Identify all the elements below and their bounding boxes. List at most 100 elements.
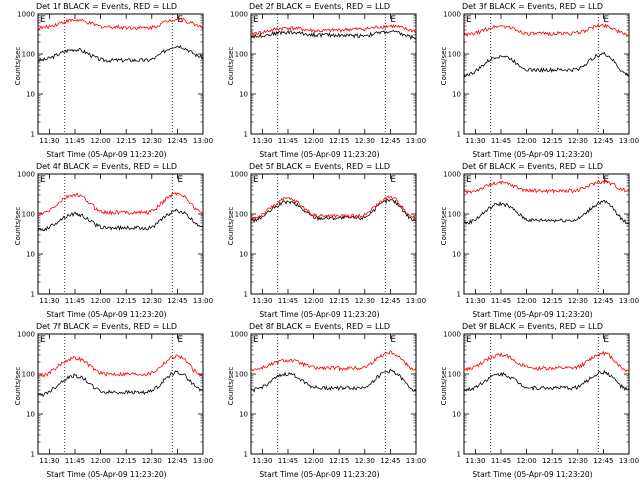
- plot-frame: [37, 173, 204, 295]
- x-tick-label: 12:45: [167, 137, 187, 145]
- event-marker-label: E: [177, 335, 183, 345]
- plot-frame: [463, 13, 630, 135]
- x-tick-label: 12:00: [90, 297, 110, 305]
- event-marker-label: E: [253, 15, 259, 25]
- x-tick-label: 12:45: [380, 297, 400, 305]
- x-tick-label: 12:45: [593, 297, 613, 305]
- x-tick-label: 12:30: [568, 457, 588, 465]
- plot-frame: [250, 173, 417, 295]
- x-axis-label: Start Time (05-Apr-09 11:23:20): [259, 470, 380, 479]
- x-tick-label: 12:00: [516, 457, 536, 465]
- x-tick-label: 13:00: [193, 137, 213, 145]
- plot-svg: 1 10 100 1000 11:30 11:45 12:00 12:15 12:30 12:45…: [17, 331, 213, 466]
- event-marker-label: E: [390, 175, 396, 185]
- y-tick-label: 1: [457, 291, 461, 299]
- x-tick-label: 13:00: [406, 297, 426, 305]
- detector-panel-4: Det 4f BLACK = Events, RED = LLD Counts/s…: [0, 160, 213, 320]
- plot-svg: 1 10 100 1000 11:30 11:45 12:00 12:15 12:30 12:45…: [17, 11, 213, 146]
- lld-series-line: [250, 350, 417, 372]
- plot-frame: [37, 333, 204, 455]
- events-series-line: [250, 198, 417, 224]
- x-tick-label: 12:45: [167, 297, 187, 305]
- events-series-line: [250, 368, 417, 393]
- panel-title: Det 3f BLACK = Events, RED = LLD: [461, 2, 604, 11]
- x-tick-label: 12:30: [142, 297, 162, 305]
- detector-panel-3: Det 3f BLACK = Events, RED = LLD Counts/s…: [426, 0, 639, 160]
- event-marker-label: E: [253, 335, 259, 345]
- x-axis-label: Start Time (05-Apr-09 11:23:20): [259, 310, 380, 319]
- y-tick-label: 1000: [443, 331, 461, 339]
- y-tick-label: 100: [22, 51, 35, 59]
- detector-panel-7: Det 7f BLACK = Events, RED = LLD Counts/s…: [0, 320, 213, 480]
- y-tick-label: 1000: [230, 171, 248, 179]
- lld-series-line: [463, 179, 630, 195]
- x-tick-label: 11:45: [278, 457, 298, 465]
- plot-frame: [250, 333, 417, 455]
- x-tick-label: 12:45: [593, 137, 613, 145]
- x-tick-label: 12:00: [516, 297, 536, 305]
- x-tick-label: 11:30: [252, 297, 272, 305]
- y-tick-label: 10: [452, 91, 461, 99]
- lld-series-line: [250, 195, 417, 221]
- y-tick-label: 1: [244, 451, 248, 459]
- x-tick-label: 13:00: [619, 137, 639, 145]
- x-axis-label: Start Time (05-Apr-09 11:23:20): [472, 150, 593, 159]
- x-tick-label: 11:30: [39, 297, 59, 305]
- x-tick-label: 11:45: [491, 137, 511, 145]
- y-tick-label: 10: [239, 411, 248, 419]
- panel-title: Det 1f BLACK = Events, RED = LLD: [35, 2, 178, 11]
- panel-title: Det 6f BLACK = Events, RED = LLD: [461, 162, 604, 171]
- lld-series-line: [37, 354, 204, 378]
- plot-svg: 1 10 100 1000 11:30 11:45 12:00 12:15 12:30 12:45…: [443, 331, 639, 466]
- detector-panel-6: Det 6f BLACK = Events, RED = LLD Counts/s…: [426, 160, 639, 320]
- plot-svg: 1 10 100 1000 11:30 11:45 12:00 12:15 12:30 12:45…: [230, 171, 426, 306]
- y-tick-label: 1000: [443, 171, 461, 179]
- x-tick-label: 12:15: [542, 137, 562, 145]
- x-tick-label: 11:45: [65, 137, 85, 145]
- y-tick-label: 1000: [230, 331, 248, 339]
- x-tick-label: 13:00: [193, 297, 213, 305]
- y-tick-label: 1000: [17, 11, 35, 19]
- y-tick-label: 10: [452, 411, 461, 419]
- events-series-line: [250, 29, 417, 41]
- y-tick-label: 100: [22, 371, 35, 379]
- event-marker-label: E: [466, 15, 472, 25]
- plot-frame: [37, 13, 204, 135]
- plot-svg: 1 10 100 1000 11:30 11:45 12:00 12:15 12:30 12:45…: [443, 11, 639, 146]
- plot-frame: [463, 173, 630, 295]
- x-tick-label: 12:15: [329, 137, 349, 145]
- x-tick-label: 12:15: [116, 457, 136, 465]
- x-tick-label: 13:00: [406, 137, 426, 145]
- x-tick-label: 13:00: [619, 457, 639, 465]
- x-tick-label: 12:30: [142, 457, 162, 465]
- detector-panel-9: Det 9f BLACK = Events, RED = LLD Counts/s…: [426, 320, 639, 480]
- x-tick-label: 12:30: [568, 137, 588, 145]
- x-tick-label: 11:30: [465, 297, 485, 305]
- lld-series-line: [463, 350, 630, 373]
- x-tick-label: 11:30: [39, 457, 59, 465]
- x-tick-label: 11:30: [39, 137, 59, 145]
- y-tick-label: 1: [244, 291, 248, 299]
- plot-svg: 1 10 100 1000 11:30 11:45 12:00 12:15 12:30 12:45…: [230, 331, 426, 466]
- events-series-line: [463, 51, 630, 78]
- y-tick-label: 10: [26, 91, 35, 99]
- x-tick-label: 12:00: [303, 457, 323, 465]
- x-axis-label: Start Time (05-Apr-09 11:23:20): [46, 150, 167, 159]
- y-tick-label: 100: [448, 51, 461, 59]
- x-tick-label: 12:15: [329, 457, 349, 465]
- x-tick-label: 12:15: [542, 457, 562, 465]
- y-tick-label: 100: [22, 211, 35, 219]
- detector-panel-1: Det 1f BLACK = Events, RED = LLD Counts/s…: [0, 0, 213, 160]
- panel-title: Det 8f BLACK = Events, RED = LLD: [248, 322, 391, 331]
- x-axis-label: Start Time (05-Apr-09 11:23:20): [46, 470, 167, 479]
- event-marker-label: E: [177, 175, 183, 185]
- plot-svg: 1 10 100 1000 11:30 11:45 12:00 12:15 12:30 12:45…: [443, 171, 639, 306]
- detector-panel-2: Det 2f BLACK = Events, RED = LLD Counts/s…: [213, 0, 426, 160]
- y-tick-label: 1: [244, 131, 248, 139]
- event-marker-label: E: [466, 335, 472, 345]
- panel-title: Det 4f BLACK = Events, RED = LLD: [35, 162, 178, 171]
- x-tick-label: 12:30: [355, 457, 375, 465]
- event-marker-label: E: [177, 15, 183, 25]
- panel-title: Det 9f BLACK = Events, RED = LLD: [461, 322, 604, 331]
